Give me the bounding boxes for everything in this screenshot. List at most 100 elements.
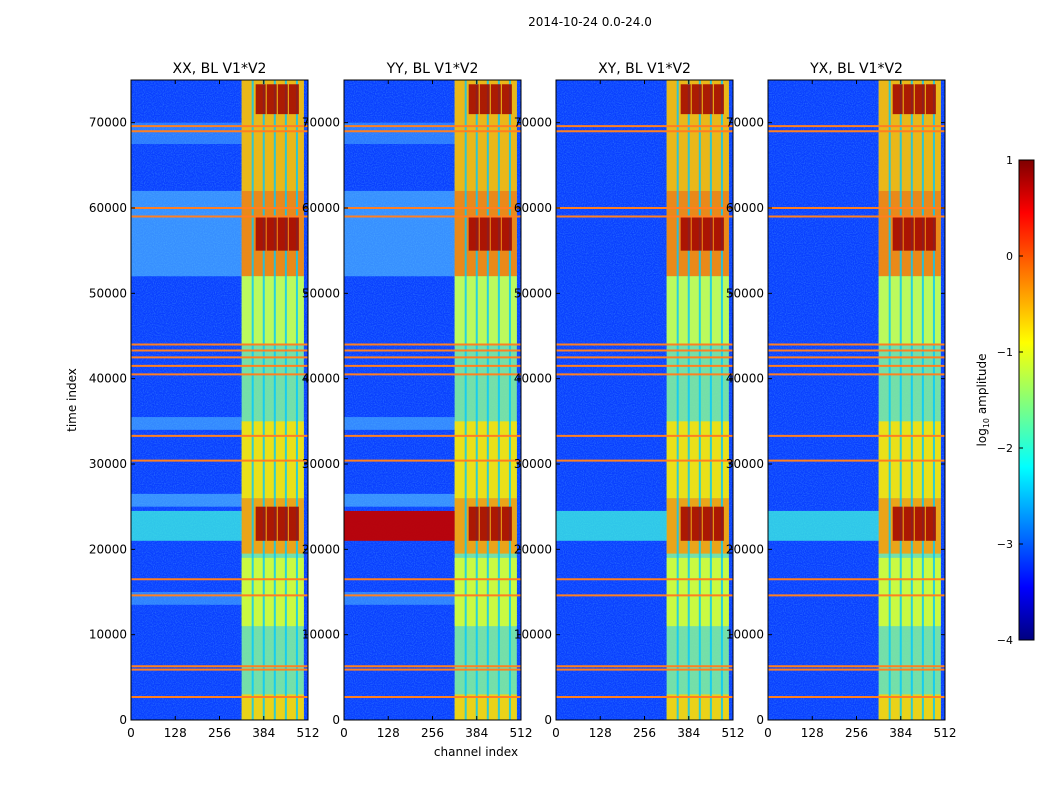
panel-2: YY, BL V1*V2 0 128 256 384 512 0 10000 20000 3000… (302, 61, 533, 740)
y-tick-label: 40000 (726, 372, 764, 386)
colorbar-ticks: 1 0 −1 −2 −3 −4 (997, 154, 1023, 647)
hot-spot (479, 506, 490, 541)
hot-spot (277, 506, 288, 541)
hot-spot (501, 506, 512, 541)
hot-spot (255, 506, 266, 541)
signal-band (241, 557, 304, 627)
hot-spot (479, 84, 490, 115)
channel-column (464, 80, 467, 720)
hot-spot (266, 216, 277, 251)
rfi-band (344, 510, 455, 541)
rfi-band (556, 510, 667, 541)
x-tick-label: 512 (934, 726, 957, 740)
channel-column (508, 80, 511, 720)
channel-column (720, 80, 723, 720)
hot-spot (468, 216, 479, 251)
hot-spot (925, 84, 936, 115)
x-tick-label: 384 (465, 726, 488, 740)
channel-column (698, 80, 701, 720)
low-freq-patch (131, 493, 242, 507)
hot-spot (277, 216, 288, 251)
hot-spot (277, 84, 288, 115)
y-tick-label: 10000 (89, 628, 127, 642)
channel-column (899, 80, 902, 720)
hot-spot (266, 84, 277, 115)
hot-spot (903, 84, 914, 115)
hot-spot (680, 216, 691, 251)
y-tick-label: 20000 (302, 542, 340, 556)
signal-band (666, 694, 729, 720)
y-tick-label: 10000 (726, 628, 764, 642)
x-tick-label: 128 (377, 726, 400, 740)
channel-column (251, 80, 254, 720)
colorbar-tick-label: 1 (1006, 154, 1013, 167)
x-tick-label: 256 (208, 726, 231, 740)
hot-spot (255, 84, 266, 115)
hot-spot (713, 84, 724, 115)
x-tick-label: 256 (421, 726, 444, 740)
y-tick-label: 30000 (514, 457, 552, 471)
hot-spot (903, 216, 914, 251)
hot-spot (255, 216, 266, 251)
channel-column (295, 80, 298, 720)
y-tick-label: 20000 (89, 542, 127, 556)
channel-column (284, 80, 287, 720)
hot-spot (288, 216, 299, 251)
hot-spot (702, 84, 713, 115)
signal-band (454, 694, 517, 720)
y-tick-label: 60000 (302, 201, 340, 215)
hot-spot (468, 84, 479, 115)
panel-title: XY, BL V1*V2 (598, 61, 691, 77)
y-tick-label: 0 (119, 713, 127, 727)
hot-spot (680, 84, 691, 115)
x-tick-label: 256 (633, 726, 656, 740)
channel-column (910, 80, 913, 720)
channel-column (497, 80, 500, 720)
rfi-band (131, 510, 242, 541)
colorbar-label: log10 amplitude (975, 354, 991, 447)
hot-spot (490, 84, 501, 115)
channel-column (932, 80, 935, 720)
colorbar-gradient (1018, 159, 1035, 641)
hot-spot (903, 506, 914, 541)
signal-band (666, 557, 729, 627)
hot-spot (468, 506, 479, 541)
colorbar-label-sub: 10 (982, 418, 991, 428)
hot-spot (501, 216, 512, 251)
hot-spot (713, 216, 724, 251)
panel-4: YX, BL V1*V2 0 128 256 384 512 0 10000 20000 3000… (726, 61, 957, 740)
x-tick-label: 512 (297, 726, 320, 740)
panel-1: XX, BL V1*V2 0 128 256 384 512 0 10000 20000 3000… (89, 61, 320, 740)
hot-spot (892, 84, 903, 115)
hot-spot (680, 506, 691, 541)
y-tick-label: 10000 (302, 628, 340, 642)
channel-column (709, 80, 712, 720)
y-tick-label: 40000 (514, 372, 552, 386)
y-tick-label: 50000 (726, 286, 764, 300)
channel-column (262, 80, 265, 720)
hot-spot (914, 84, 925, 115)
y-tick-label: 70000 (89, 116, 127, 130)
colorbar-label-suffix: amplitude (975, 354, 989, 418)
x-tick-label: 128 (589, 726, 612, 740)
hot-spot (479, 216, 490, 251)
x-tick-label: 384 (677, 726, 700, 740)
hot-spot (490, 216, 501, 251)
x-tick-label: 0 (764, 726, 772, 740)
low-freq-patch (131, 417, 242, 430)
signal-band (454, 557, 517, 627)
hot-spot (490, 506, 501, 541)
x-tick-label: 0 (552, 726, 560, 740)
x-axis-label: channel index (434, 745, 518, 759)
colorbar-tick-label: 0 (1006, 250, 1013, 263)
hot-spot (288, 84, 299, 115)
low-freq-patch (131, 122, 242, 144)
signal-band (878, 694, 941, 720)
rfi-band (768, 510, 879, 541)
hot-spot (702, 506, 713, 541)
y-tick-label: 70000 (726, 116, 764, 130)
x-tick-label: 128 (164, 726, 187, 740)
y-tick-label: 60000 (89, 201, 127, 215)
signal-band (878, 557, 941, 627)
colorbar-label-prefix: log (975, 428, 989, 446)
